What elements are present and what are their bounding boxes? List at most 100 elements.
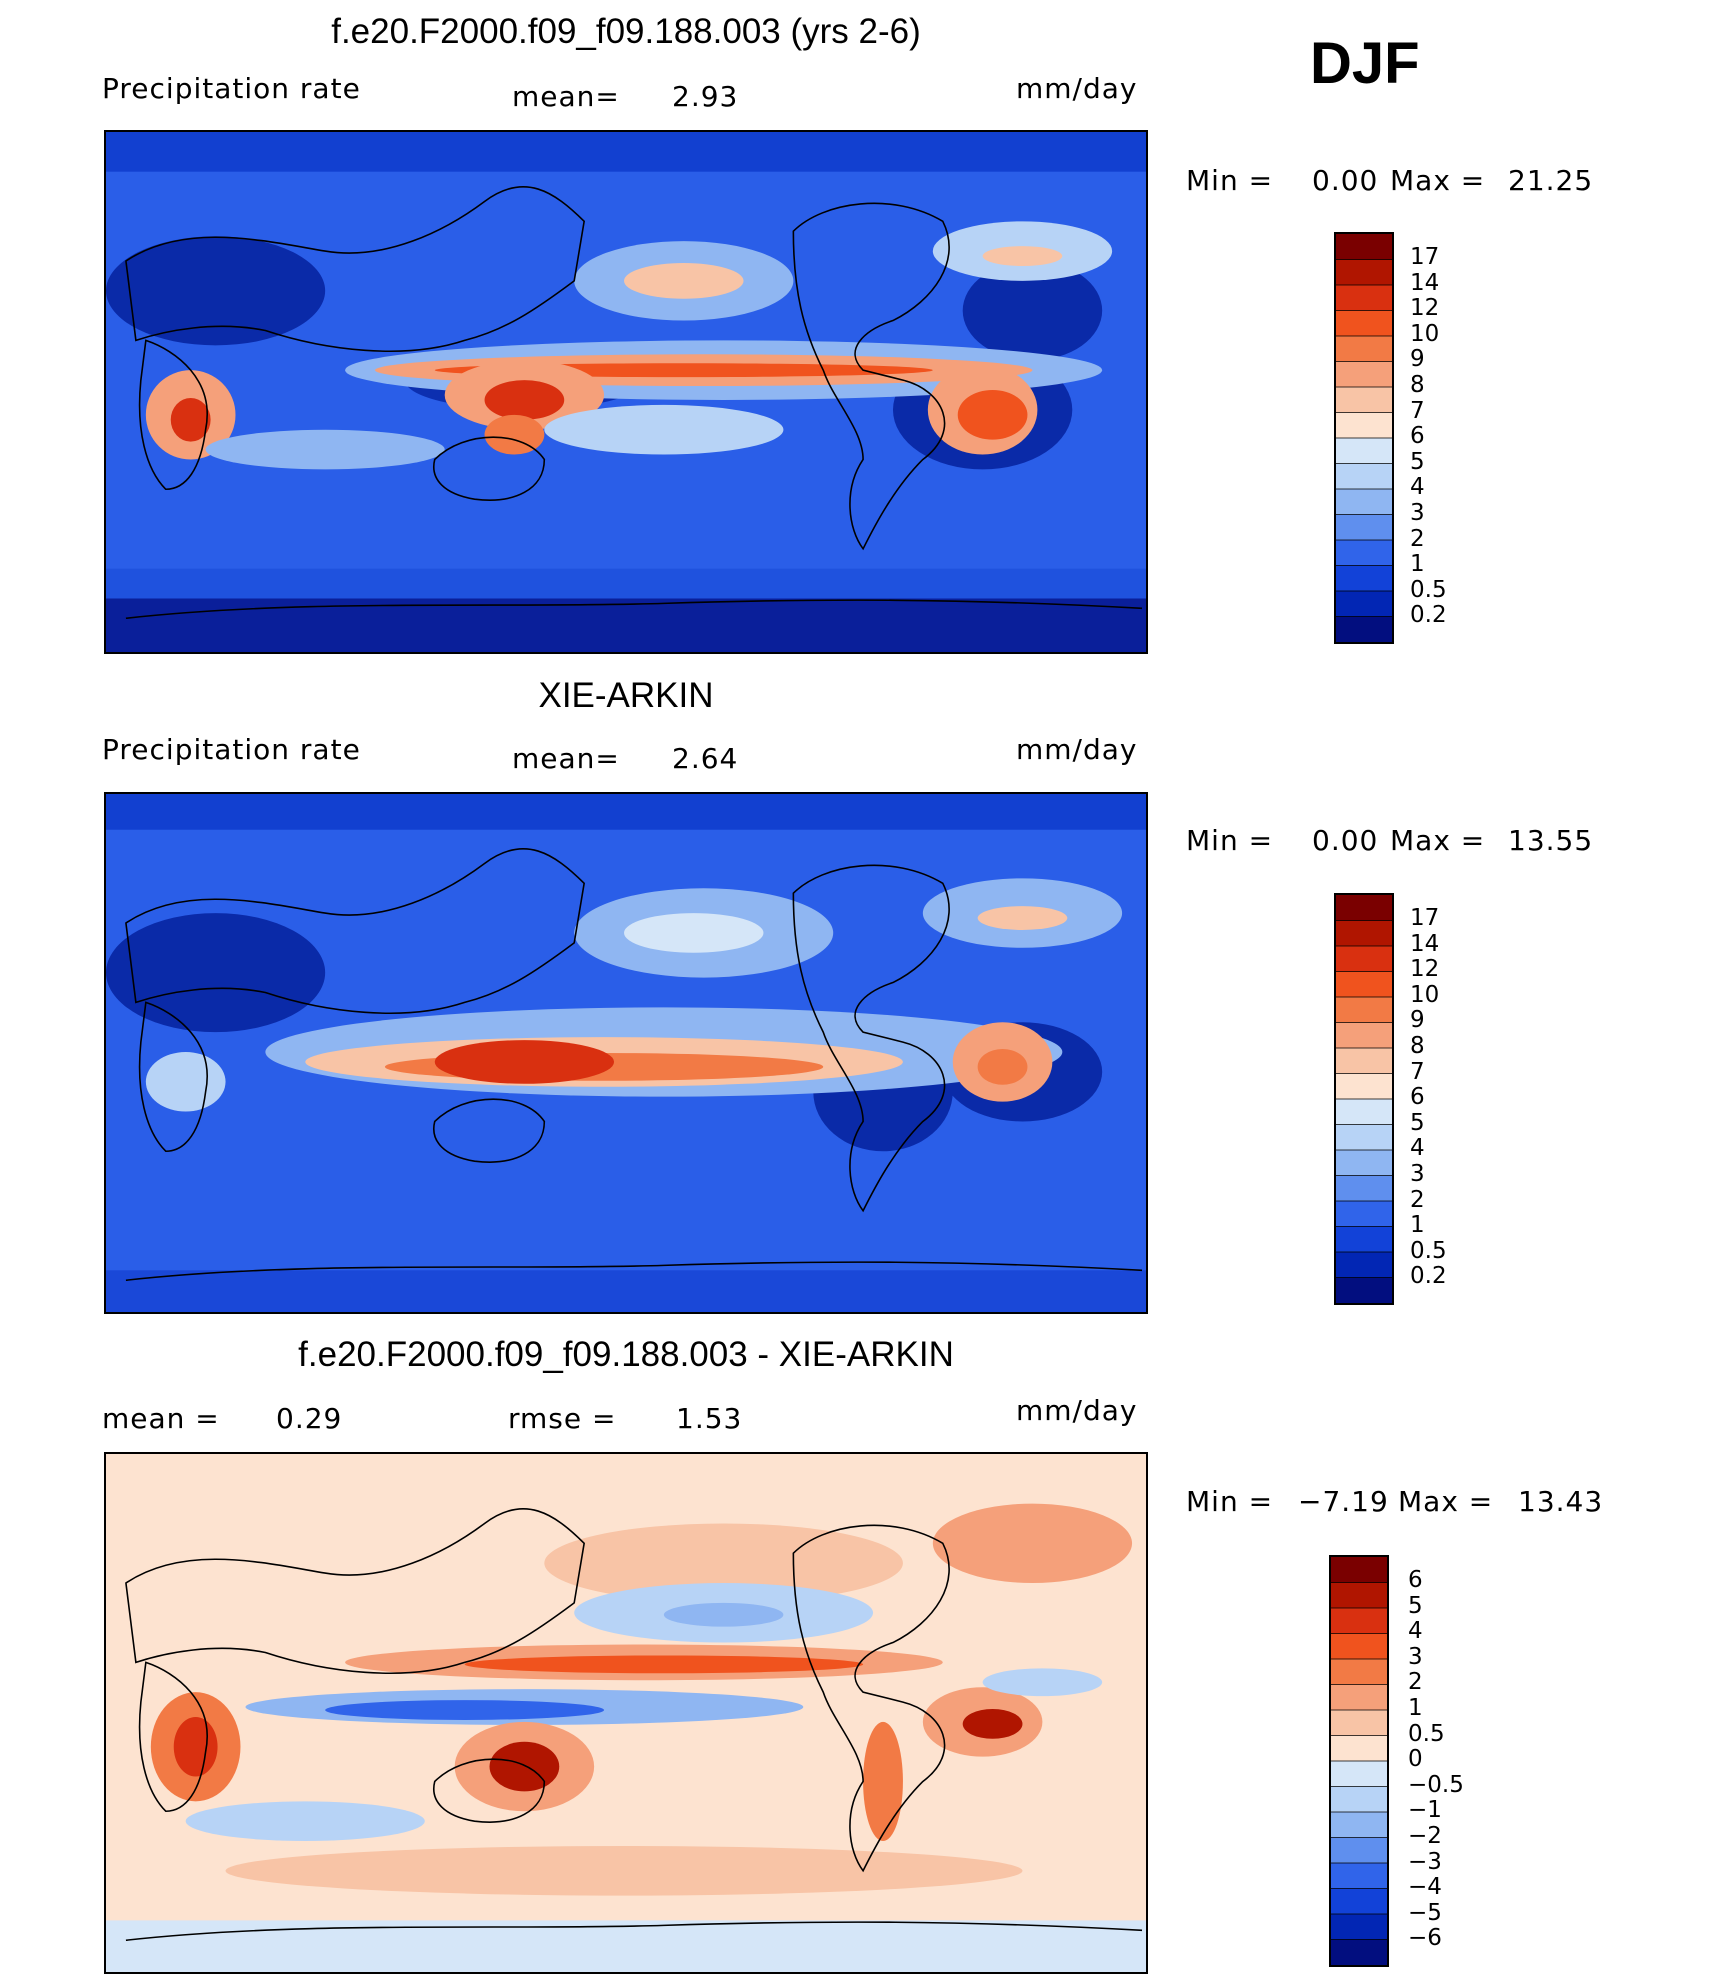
colorbar-swatch: [1336, 1099, 1392, 1125]
colorbar-tick-label: 9: [1410, 346, 1425, 373]
colorbar-tick-label: 1: [1410, 551, 1425, 578]
colorbar-tick-label: 0.5: [1410, 1237, 1447, 1264]
colorbar-swatch: [1336, 946, 1392, 972]
colorbar-swatch: [1331, 1735, 1387, 1762]
panel2-map: [104, 792, 1148, 1314]
colorbar-swatch: [1336, 1226, 1392, 1253]
colorbar-swatch: [1331, 1710, 1387, 1736]
colorbar-swatch: [1331, 1939, 1387, 1965]
colorbar-tick-label: 0.5: [1410, 576, 1447, 603]
panel2-range-min: 0.00: [1312, 824, 1379, 857]
colorbar-tick-label: 1: [1410, 1212, 1425, 1239]
colorbar-swatch: [1336, 1277, 1392, 1303]
colorbar-swatch: [1336, 540, 1392, 566]
colorbar-tick-label: 12: [1410, 956, 1440, 983]
panel3-mean-value: 0.29: [276, 1402, 343, 1435]
colorbar-tick-label: 10: [1410, 981, 1440, 1008]
colorbar-swatch: [1336, 1252, 1392, 1278]
panel2-range-max: 13.55: [1508, 824, 1594, 857]
panel3-rmse-label: rmse =: [508, 1402, 617, 1435]
colorbar-tick-label: 0.5: [1408, 1720, 1445, 1747]
panel2-colorbar-ticks: 17 14 12 10 9 8 7 6 5 4 3 2 1 0.5 0.2: [1410, 905, 1447, 1290]
panel3-range-max: 13.43: [1518, 1485, 1604, 1518]
colorbar-swatch: [1336, 1150, 1392, 1176]
colorbar-swatch: [1336, 565, 1392, 592]
colorbar-tick-label: −2: [1408, 1822, 1442, 1849]
panel1-range-min: 0.00: [1312, 164, 1379, 197]
colorbar-swatch: [1336, 438, 1392, 464]
colorbar-tick-label: 8: [1410, 1032, 1425, 1059]
colorbar-tick-label: −1: [1408, 1797, 1442, 1824]
colorbar-swatch: [1336, 1124, 1392, 1151]
colorbar-swatch: [1331, 1684, 1387, 1711]
colorbar-tick-label: 4: [1410, 474, 1425, 501]
colorbar-tick-label: −0.5: [1408, 1771, 1464, 1798]
colorbar-tick-label: 5: [1408, 1592, 1423, 1619]
colorbar-tick-label: 6: [1408, 1567, 1423, 1593]
colorbar-tick-label: 6: [1410, 423, 1425, 450]
colorbar-tick-label: 0: [1408, 1746, 1423, 1773]
panel2-colorbar-svg: [1336, 895, 1392, 1303]
colorbar-swatch: [1331, 1557, 1387, 1583]
colorbar-swatch: [1336, 997, 1392, 1023]
panel2-range-max-label: Max =: [1390, 824, 1486, 857]
colorbar-swatch: [1336, 285, 1392, 311]
colorbar-swatch: [1336, 259, 1392, 286]
panel2-units: mm/day: [1016, 733, 1138, 766]
colorbar-swatch: [1336, 387, 1392, 413]
colorbar-swatch: [1336, 463, 1392, 490]
panel3-title: f.e20.F2000.f09_f09.188.003 - XIE-ARKIN: [298, 1335, 954, 1374]
colorbar-tick-label: 5: [1410, 1109, 1425, 1136]
colorbar-tick-label: −4: [1408, 1874, 1442, 1901]
panel3-units: mm/day: [1016, 1394, 1138, 1427]
colorbar-swatch: [1336, 234, 1392, 260]
colorbar-swatch: [1336, 336, 1392, 362]
colorbar-swatch: [1336, 616, 1392, 642]
panel2-mean-label: mean=: [512, 742, 620, 775]
colorbar-swatch: [1336, 971, 1392, 998]
colorbar-tick-label: 10: [1410, 320, 1440, 347]
colorbar-tick-label: 1: [1408, 1694, 1423, 1721]
colorbar-swatch: [1331, 1582, 1387, 1609]
colorbar-tick-label: 14: [1410, 269, 1440, 296]
colorbar-swatch: [1336, 591, 1392, 617]
panel2-title: XIE-ARKIN: [538, 676, 714, 715]
panel2-range-min-label: Min =: [1186, 824, 1274, 857]
colorbar-tick-label: 0.2: [1410, 602, 1447, 629]
colorbar-tick-label: 4: [1408, 1618, 1423, 1645]
colorbar-swatch: [1336, 361, 1392, 388]
colorbar-swatch: [1331, 1888, 1387, 1915]
colorbar-swatch: [1331, 1608, 1387, 1634]
panel1-colorbar-ticks: 17 14 12 10 9 8 7 6 5 4 3 2 1 0.5 0.2: [1410, 244, 1447, 629]
colorbar-swatch: [1336, 1175, 1392, 1202]
panel1-range-max-label: Max =: [1390, 164, 1486, 197]
panel1-map-svg: [106, 132, 1146, 652]
panel3-range-min: −7.19: [1298, 1485, 1389, 1518]
panel2-colorbar: [1334, 893, 1394, 1305]
colorbar-swatch: [1336, 310, 1392, 337]
colorbar-tick-label: −5: [1408, 1899, 1442, 1926]
colorbar-tick-label: 5: [1410, 448, 1425, 475]
colorbar-tick-label: 7: [1410, 397, 1425, 424]
colorbar-swatch: [1331, 1659, 1387, 1685]
panel1-field-label: Precipitation rate: [102, 72, 361, 105]
colorbar-tick-label: 3: [1410, 499, 1425, 526]
colorbar-swatch: [1331, 1633, 1387, 1660]
season-label: DJF: [1310, 31, 1420, 96]
colorbar-tick-label: 14: [1410, 930, 1440, 957]
colorbar-tick-label: 0.2: [1410, 1263, 1447, 1290]
colorbar-swatch: [1336, 1073, 1392, 1100]
colorbar-tick-label: 2: [1408, 1669, 1423, 1696]
panel3-colorbar-svg: [1331, 1557, 1387, 1965]
colorbar-tick-label: 2: [1410, 525, 1425, 552]
colorbar-tick-label: 8: [1410, 371, 1425, 398]
colorbar-tick-label: 12: [1410, 295, 1440, 322]
colorbar-swatch: [1331, 1863, 1387, 1889]
panel1-colorbar: [1334, 232, 1394, 644]
colorbar-tick-label: 3: [1408, 1643, 1423, 1670]
panel1-colorbar-svg: [1336, 234, 1392, 642]
colorbar-tick-label: 17: [1410, 244, 1440, 270]
panel2-mean-value: 2.64: [672, 742, 739, 775]
colorbar-swatch: [1336, 412, 1392, 439]
colorbar-swatch: [1331, 1761, 1387, 1787]
